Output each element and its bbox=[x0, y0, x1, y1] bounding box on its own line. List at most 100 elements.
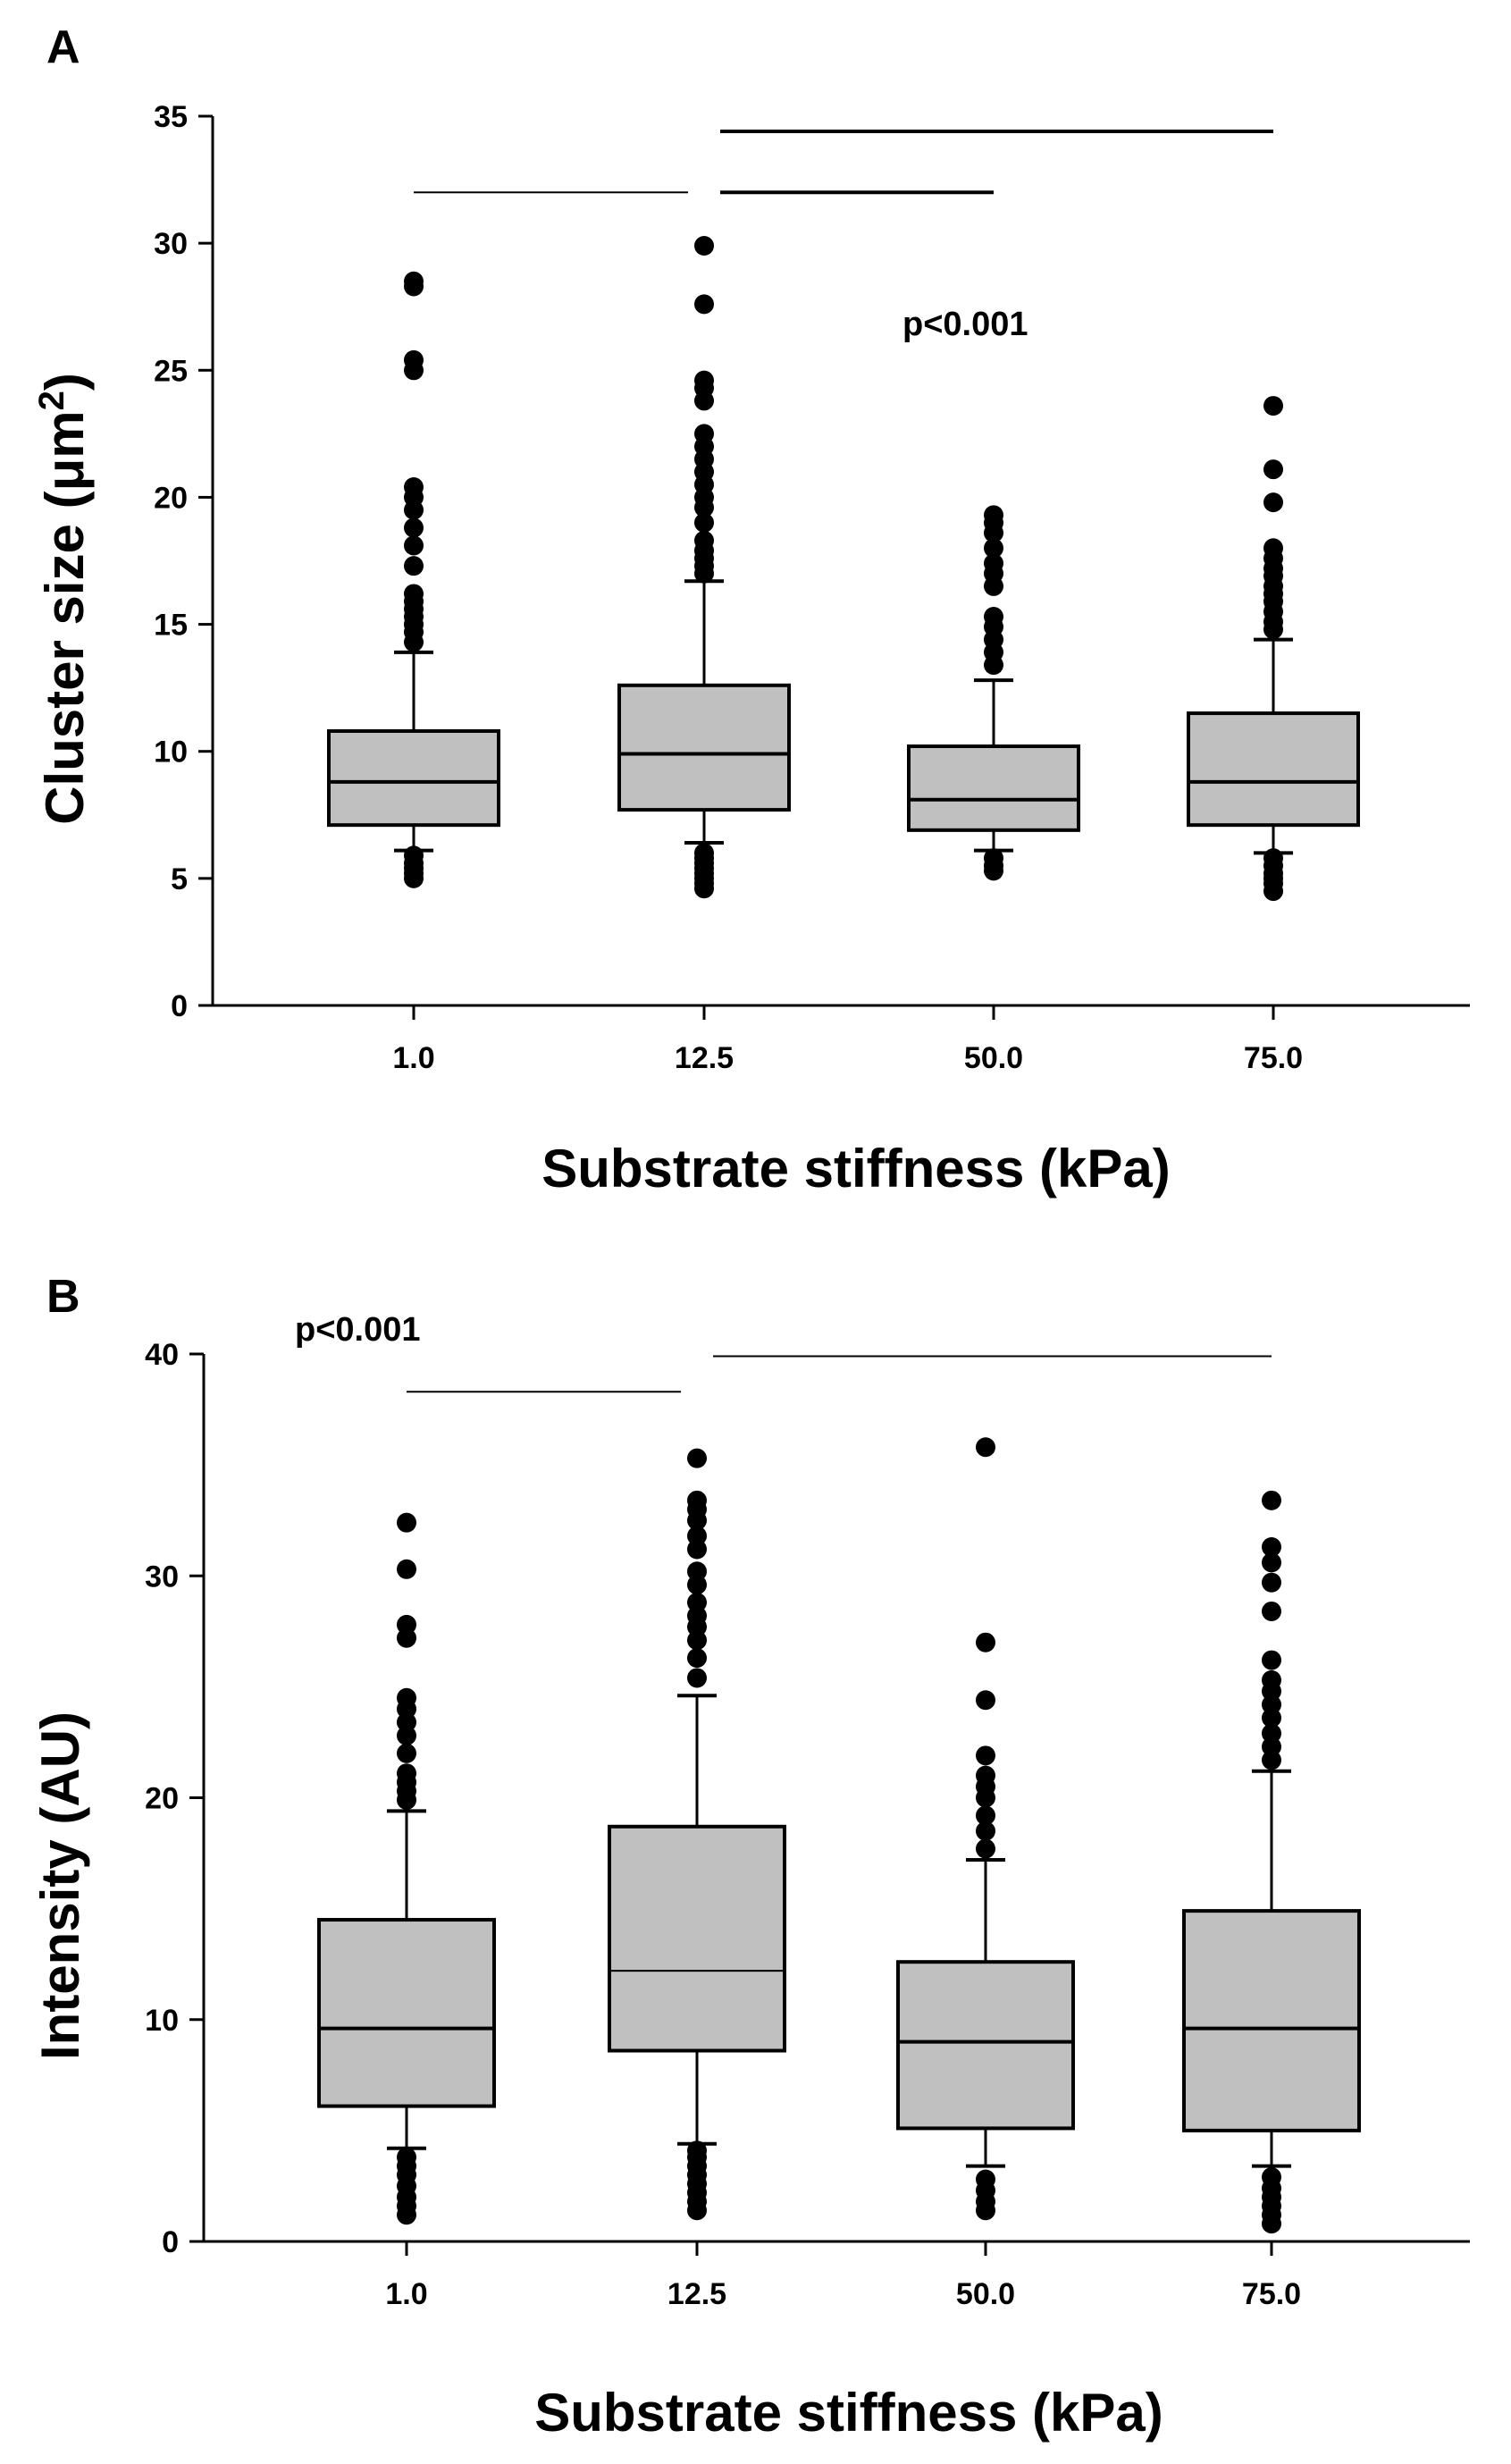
panel-a-outlier-point bbox=[404, 584, 424, 604]
panel-a-y-tick-label: 0 bbox=[171, 989, 188, 1023]
panel-b-y-tick-label: 20 bbox=[145, 1782, 179, 1816]
panel-b-outlier-point bbox=[976, 2169, 995, 2190]
panel-a-outlier-point bbox=[1263, 492, 1283, 513]
panel-b-box bbox=[608, 1824, 786, 2053]
panel-b-outlier-point bbox=[1262, 1536, 1281, 1557]
panel-a-y-tick-label: 35 bbox=[154, 100, 188, 134]
panel-a-x-axis-title: Substrate stiffness (kPa) bbox=[541, 1139, 1171, 1198]
panel-a-outlier-point bbox=[1263, 848, 1283, 869]
panel-b-outlier-point bbox=[687, 1448, 707, 1468]
panel-a-outlier-point bbox=[694, 424, 714, 444]
panel-a-y-axis-title-close: ) bbox=[35, 373, 95, 391]
panel-a-outlier-point bbox=[404, 535, 424, 556]
panel-a-box bbox=[327, 728, 500, 828]
panel-a-box bbox=[907, 744, 1080, 832]
panel-a-outlier-point bbox=[1263, 538, 1283, 559]
panel-a-outlier-point bbox=[694, 370, 714, 391]
panel-b-label: B bbox=[46, 1271, 80, 1323]
panel-b-outlier-point bbox=[687, 1668, 707, 1688]
panel-b-outlier-point bbox=[976, 1437, 995, 1458]
panel-b-x-tick-label: 12.5 bbox=[667, 2277, 726, 2311]
panel-b-outlier-point bbox=[397, 1559, 416, 1579]
panel-b-outlier-point bbox=[397, 1614, 416, 1635]
panel-b-outlier-point bbox=[1262, 1552, 1281, 1573]
panel-b-outlier-point bbox=[976, 1821, 995, 1841]
panel-b-outlier-point bbox=[976, 1690, 995, 1711]
panel-b-outlier-point bbox=[687, 1648, 707, 1669]
panel-a-outlier-point bbox=[404, 556, 424, 576]
panel-a-x-tick-label: 1.0 bbox=[392, 1041, 434, 1075]
panel-b-outlier-point bbox=[1262, 1669, 1281, 1690]
panel-b-outlier-point bbox=[976, 1805, 995, 1826]
panel-b-outlier-point bbox=[687, 1490, 707, 1510]
panel-b-outlier-point bbox=[1262, 1572, 1281, 1593]
panel-b-x-tick-label: 75.0 bbox=[1242, 2277, 1301, 2311]
panel-a-y-axis-title-sup: 2 bbox=[32, 391, 71, 410]
panel-a-y-tick-label: 20 bbox=[154, 481, 188, 515]
panel-a-outlier-point bbox=[984, 607, 1003, 627]
panel-a-outlier-point bbox=[694, 294, 714, 315]
panel-b-x-tick-label: 1.0 bbox=[385, 2277, 427, 2311]
panel-a-outlier-point bbox=[404, 845, 424, 866]
panel-a-label: A bbox=[46, 21, 80, 73]
panel-b-y-axis-title: Intensity (AU) bbox=[30, 1711, 90, 2060]
panel-b-outlier-point bbox=[397, 1763, 416, 1784]
panel-b-y-tick-label: 10 bbox=[145, 2004, 179, 2038]
panel-a-y-tick-label: 15 bbox=[154, 609, 188, 643]
panel-a-outlier-point bbox=[984, 505, 1003, 526]
panel-b-p-value: p<0.001 bbox=[295, 1311, 421, 1349]
panel-a-outlier-point bbox=[404, 349, 424, 370]
panel-b-outlier-point bbox=[687, 1561, 707, 1582]
panel-a-y-axis-title-main: Cluster size (μm bbox=[35, 410, 95, 825]
panel-b-outlier-point bbox=[1262, 1601, 1281, 1621]
panel-b-outlier-point bbox=[976, 1838, 995, 1859]
panel-b-outlier-point bbox=[1262, 2167, 1281, 2188]
panel-a-x-tick-label: 12.5 bbox=[675, 1041, 734, 1075]
panel-a-outlier-point bbox=[694, 512, 714, 533]
panel-b-outlier-point bbox=[1262, 1650, 1281, 1670]
panel-b-box bbox=[896, 1960, 1075, 2131]
panel-a-box bbox=[1187, 711, 1360, 828]
panel-a-box bbox=[617, 683, 791, 812]
panel-a-outlier-point bbox=[404, 477, 424, 498]
panel-b-outlier-point bbox=[687, 1526, 707, 1546]
panel-b-plot-area: 0 10 20 30 40 1.0 12.5 50.0 75.0 bbox=[145, 1338, 1470, 2311]
panel-b-y-tick-label: 30 bbox=[145, 1560, 179, 1594]
panel-a-outlier-point bbox=[404, 271, 424, 291]
panel-a-outlier-point bbox=[984, 538, 1003, 559]
panel-a-x-tick-label: 50.0 bbox=[964, 1041, 1023, 1075]
panel-a-p-value: p<0.001 bbox=[902, 306, 1028, 343]
panel-a-plot-area: 0 5 10 15 20 25 30 35 1.0 12.5 50.0 75.0 bbox=[154, 100, 1470, 1075]
panel-b-y-tick-label: 0 bbox=[162, 2225, 179, 2259]
panel-b-box bbox=[1182, 1909, 1361, 2132]
panel-a-x-tick-label: 75.0 bbox=[1244, 1041, 1303, 1075]
panel-b-x-axis-title: Substrate stiffness (kPa) bbox=[534, 2383, 1163, 2443]
panel-b-outlier-point bbox=[687, 1593, 707, 1613]
panel-b-x-tick-label: 50.0 bbox=[956, 2277, 1015, 2311]
panel-a-y-tick-label: 10 bbox=[154, 736, 188, 769]
panel-a-y-tick-label: 30 bbox=[154, 227, 188, 261]
panel-b-outlier-point bbox=[397, 1512, 416, 1533]
panel-a-y-tick-label: 5 bbox=[171, 862, 188, 896]
panel-b-outlier-point bbox=[687, 2140, 707, 2161]
panel-a-outlier-point bbox=[694, 843, 714, 863]
panel-a-outlier-point bbox=[694, 530, 714, 551]
panel-a-outlier-point bbox=[984, 848, 1003, 869]
panel-a-outlier-point bbox=[404, 517, 424, 538]
panel-b-outlier-point bbox=[976, 1765, 995, 1786]
panel-b: B 0 10 20 30 40 1.0 12.5 50.0 75.0 p<0.001 Subst… bbox=[30, 1271, 1470, 2443]
panel-b-box bbox=[317, 1918, 496, 2108]
panel-b-outlier-point bbox=[976, 1745, 995, 1766]
panel-b-outlier-point bbox=[397, 1687, 416, 1708]
panel-b-outlier-point bbox=[1262, 1490, 1281, 1510]
panel-a-y-tick-label: 25 bbox=[154, 354, 188, 388]
panel-a-outlier-point bbox=[1263, 459, 1283, 480]
panel-b-y-tick-label: 40 bbox=[145, 1338, 179, 1372]
panel-a-outlier-point bbox=[1263, 396, 1283, 416]
panel-b-outlier-point bbox=[976, 1632, 995, 1652]
panel-b-outlier-point bbox=[397, 2147, 416, 2167]
panel-a-y-axis-title: Cluster size (μm2) bbox=[32, 373, 95, 825]
panel-a-outlier-point bbox=[984, 553, 1003, 574]
